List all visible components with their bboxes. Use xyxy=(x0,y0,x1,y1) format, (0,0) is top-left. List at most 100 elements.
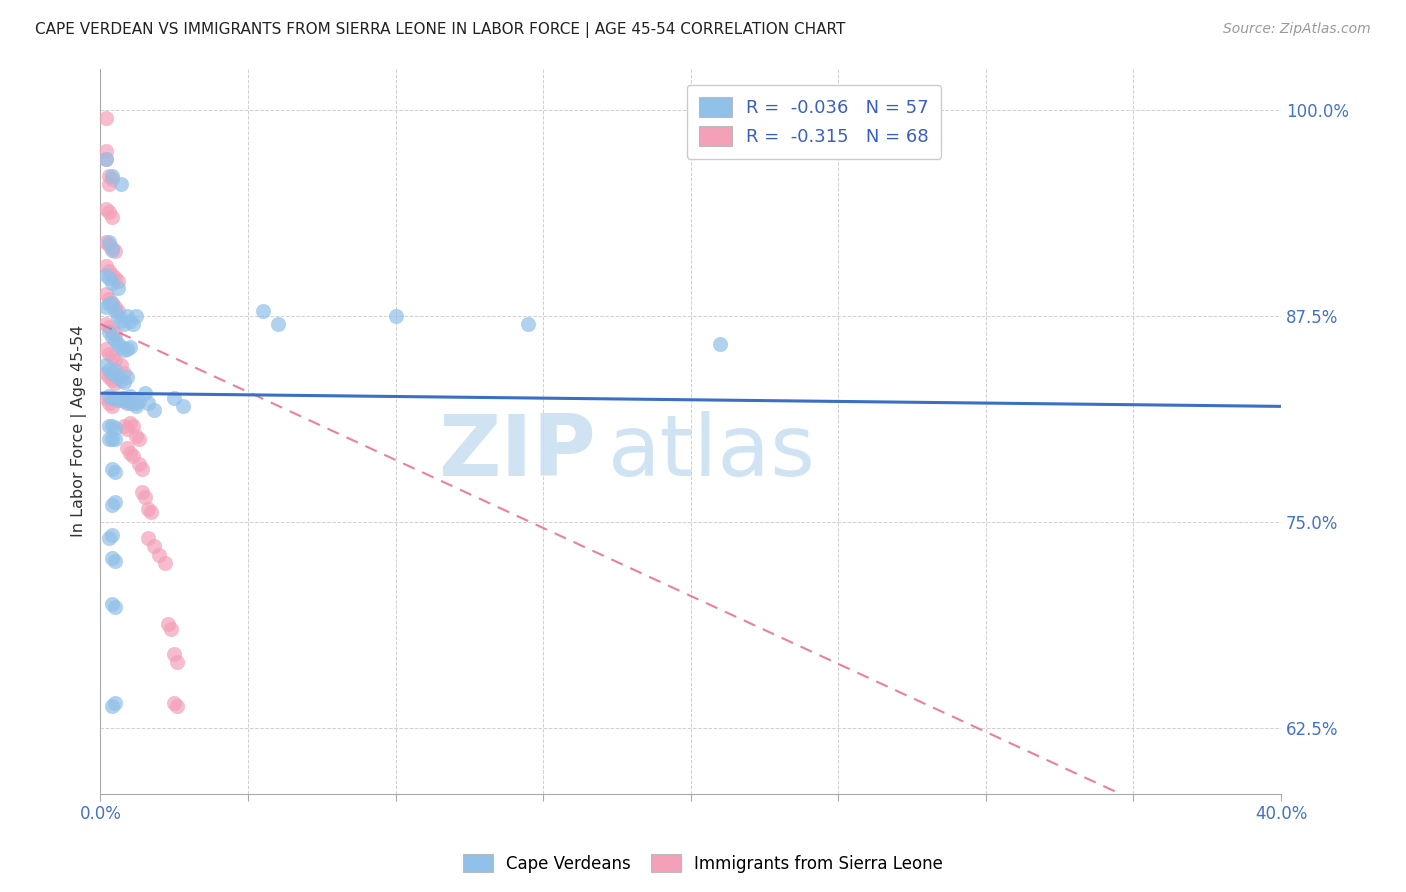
Point xyxy=(112,394,135,409)
Point xyxy=(98,531,121,545)
Point xyxy=(122,317,145,331)
Point xyxy=(96,391,118,405)
Point xyxy=(96,367,118,381)
Point xyxy=(384,309,406,323)
Point xyxy=(163,696,186,710)
Y-axis label: In Labor Force | Age 45-54: In Labor Force | Age 45-54 xyxy=(72,325,87,537)
Point xyxy=(139,505,162,519)
Point xyxy=(155,556,177,570)
Point xyxy=(96,301,118,315)
Point xyxy=(118,389,141,403)
Point xyxy=(96,235,118,249)
Point xyxy=(98,363,121,377)
Point xyxy=(101,433,124,447)
Point xyxy=(125,396,148,410)
Point xyxy=(125,429,148,443)
Point xyxy=(104,600,127,615)
Point xyxy=(118,314,141,328)
Point xyxy=(98,396,121,410)
Point xyxy=(115,309,138,323)
Point xyxy=(122,449,145,463)
Legend: Cape Verdeans, Immigrants from Sierra Leone: Cape Verdeans, Immigrants from Sierra Le… xyxy=(456,847,950,880)
Point xyxy=(112,419,135,434)
Point xyxy=(101,210,124,224)
Point xyxy=(115,422,138,436)
Point xyxy=(166,699,188,714)
Point xyxy=(128,394,150,409)
Point xyxy=(96,342,118,356)
Point xyxy=(112,367,135,381)
Point xyxy=(104,433,127,447)
Point xyxy=(96,111,118,125)
Point xyxy=(98,292,121,306)
Point xyxy=(142,540,165,554)
Point xyxy=(101,268,124,282)
Point xyxy=(118,340,141,354)
Point xyxy=(101,350,124,364)
Point xyxy=(101,498,124,512)
Point xyxy=(122,396,145,410)
Legend: R =  -0.036   N = 57, R =  -0.315   N = 68: R = -0.036 N = 57, R = -0.315 N = 68 xyxy=(686,85,942,159)
Point xyxy=(104,301,127,315)
Point xyxy=(98,433,121,447)
Point xyxy=(125,400,148,414)
Point xyxy=(112,391,135,405)
Point xyxy=(112,343,135,358)
Point xyxy=(172,400,194,414)
Point xyxy=(96,260,118,274)
Point xyxy=(125,309,148,323)
Point xyxy=(136,501,159,516)
Point xyxy=(96,152,118,166)
Point xyxy=(101,243,124,257)
Point xyxy=(101,462,124,476)
Point xyxy=(101,373,124,387)
Point xyxy=(131,485,153,500)
Point xyxy=(101,169,124,183)
Point xyxy=(101,551,124,566)
Point xyxy=(98,238,121,252)
Point xyxy=(101,419,124,434)
Point xyxy=(166,655,188,669)
Point xyxy=(98,297,121,311)
Point xyxy=(112,375,135,389)
Point xyxy=(96,287,118,301)
Point xyxy=(163,647,186,661)
Point xyxy=(101,597,124,611)
Point xyxy=(104,353,127,368)
Point xyxy=(96,152,118,166)
Point xyxy=(104,363,127,377)
Point xyxy=(136,531,159,545)
Point xyxy=(128,433,150,447)
Point xyxy=(104,495,127,509)
Point xyxy=(115,369,138,384)
Point xyxy=(134,386,156,401)
Point xyxy=(160,622,183,636)
Point xyxy=(101,297,124,311)
Point xyxy=(115,342,138,356)
Point xyxy=(157,616,180,631)
Point xyxy=(163,391,186,405)
Point xyxy=(104,244,127,259)
Point xyxy=(96,358,118,372)
Point xyxy=(101,324,124,338)
Point xyxy=(110,177,132,191)
Point xyxy=(98,369,121,384)
Point xyxy=(98,169,121,183)
Point xyxy=(101,391,124,405)
Point xyxy=(101,241,124,255)
Point xyxy=(101,172,124,186)
Point xyxy=(96,202,118,216)
Point xyxy=(107,336,129,351)
Point xyxy=(112,317,135,331)
Point xyxy=(104,376,127,391)
Text: ZIP: ZIP xyxy=(439,411,596,494)
Point xyxy=(115,396,138,410)
Point xyxy=(266,317,288,331)
Point xyxy=(517,317,540,331)
Point xyxy=(101,295,124,310)
Point xyxy=(107,392,129,407)
Point xyxy=(104,303,127,318)
Point xyxy=(110,314,132,328)
Point xyxy=(98,264,121,278)
Point xyxy=(101,528,124,542)
